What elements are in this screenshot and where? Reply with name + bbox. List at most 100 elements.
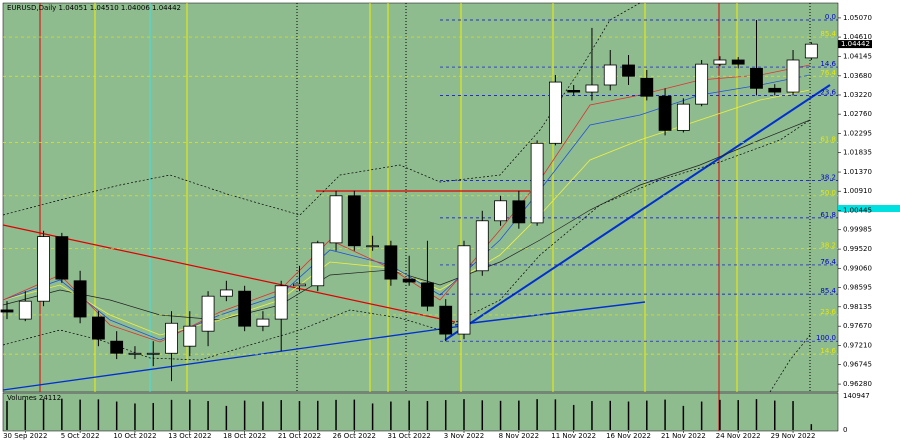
fib-label: 76.4 <box>820 258 836 266</box>
fib-label: 61.8 <box>820 135 836 143</box>
x-tick-label: 24 Nov 2022 <box>716 432 761 440</box>
candle-body <box>622 64 635 77</box>
candle-body <box>549 81 562 144</box>
x-tick-label: 3 Nov 2022 <box>444 432 484 440</box>
price-marker <box>838 205 900 212</box>
candle-body <box>603 64 617 86</box>
candle-body <box>512 200 526 224</box>
candle-body <box>37 236 50 302</box>
candle-body <box>676 103 690 131</box>
x-tick-label: 13 Oct 2022 <box>168 432 211 440</box>
candle-body <box>695 63 709 105</box>
candle-body <box>55 236 69 280</box>
y-tick-label: 0.99520 <box>843 245 872 253</box>
candle-body <box>567 89 581 93</box>
candle-body <box>530 142 544 224</box>
candle-body <box>128 352 142 355</box>
y-tick-label: 0.98595 <box>843 284 872 292</box>
candle-body <box>201 295 215 332</box>
trend-line <box>444 84 831 341</box>
candle-body <box>658 95 672 131</box>
candle-body <box>713 59 727 65</box>
y-tick-label: 0.97670 <box>843 322 872 330</box>
y-tick-label: 1.01835 <box>843 149 872 157</box>
marks-layer: 0.085.414.676.423.661.838.250.061.838.27… <box>0 13 838 382</box>
candle-body <box>750 67 763 89</box>
candle-body <box>347 195 361 247</box>
volume-title: Volumes 24112 <box>7 394 61 402</box>
volume-panel <box>2 392 839 432</box>
y-tick-label: 0.96745 <box>843 361 872 369</box>
y-tick-label: 1.03680 <box>843 72 872 80</box>
candle-body <box>110 340 124 354</box>
candle-body <box>640 77 654 97</box>
candle-body <box>92 316 105 340</box>
fib-label: 14.6 <box>820 347 836 355</box>
candle-body <box>384 245 398 280</box>
trend-line <box>454 301 646 326</box>
y-tick-label: 0.98135 <box>843 303 872 311</box>
fib-label: 50.0 <box>820 189 836 197</box>
candle-body <box>731 59 745 65</box>
y-tick-label: 1.04610 <box>843 33 872 41</box>
fib-label: 0.0 <box>825 13 836 21</box>
y-tick-label: 0.99060 <box>843 264 872 272</box>
x-tick-label: 18 Oct 2022 <box>223 432 266 440</box>
price-panel <box>2 2 839 393</box>
candle-body <box>585 84 599 93</box>
candle-body <box>238 290 252 327</box>
candle-body <box>457 245 471 335</box>
candle-body <box>475 220 489 272</box>
y-tick-label: 1.02760 <box>843 110 872 118</box>
y-tick-label: 0.97210 <box>843 341 872 349</box>
fib-label: 61.8 <box>820 211 836 219</box>
volume-tick-label: 0 <box>843 426 847 434</box>
candle-body <box>366 245 380 248</box>
x-tick-label: 10 Oct 2022 <box>113 432 156 440</box>
y-tick-label: 1.00445 <box>843 207 872 215</box>
y-tick-label: 0.96280 <box>843 380 872 388</box>
x-tick-label: 31 Oct 2022 <box>388 432 431 440</box>
candle-body <box>0 309 14 313</box>
y-tick-label: 1.04145 <box>843 52 872 60</box>
candle-body <box>402 278 416 283</box>
fib-label: 38.2 <box>820 173 836 181</box>
candle-body <box>219 289 233 297</box>
x-tick-label: 26 Oct 2022 <box>333 432 376 440</box>
x-tick-label: 21 Nov 2022 <box>661 432 706 440</box>
y-tick-label: 1.00910 <box>843 187 872 195</box>
trend-line <box>2 224 456 323</box>
candle-body <box>804 43 818 59</box>
moving-average <box>2 119 811 321</box>
fib-label: 100.0 <box>816 334 836 342</box>
y-tick-label: 1.02295 <box>843 130 872 138</box>
candle-body <box>165 322 178 354</box>
fib-label: 85.4 <box>820 30 836 38</box>
lower-band <box>2 119 811 361</box>
x-tick-label: 5 Oct 2022 <box>61 432 100 440</box>
fib-label: 14.6 <box>820 60 836 68</box>
candle-body <box>274 285 288 320</box>
y-tick-label: 1.05070 <box>843 14 872 22</box>
fib-label: 85.4 <box>820 287 836 295</box>
candle-body <box>329 195 343 244</box>
candle-body <box>293 283 306 287</box>
price-tag <box>838 40 872 49</box>
candle-body <box>18 300 32 320</box>
x-tick-label: 29 Nov 2022 <box>771 432 816 440</box>
candle-body <box>494 200 507 222</box>
trend-line <box>2 325 463 391</box>
fib-label: 23.6 <box>820 88 836 96</box>
candle-body <box>421 282 434 307</box>
y-tick-label: 0.99985 <box>843 226 872 234</box>
x-tick-label: 16 Nov 2022 <box>606 432 651 440</box>
candle-body <box>146 352 160 355</box>
moving-average <box>2 64 811 343</box>
upper-band <box>2 2 641 216</box>
candle-body <box>311 242 325 287</box>
candle-body <box>73 280 87 318</box>
x-tick-label: 11 Nov 2022 <box>551 432 596 440</box>
fib-label: 38.2 <box>820 242 836 250</box>
